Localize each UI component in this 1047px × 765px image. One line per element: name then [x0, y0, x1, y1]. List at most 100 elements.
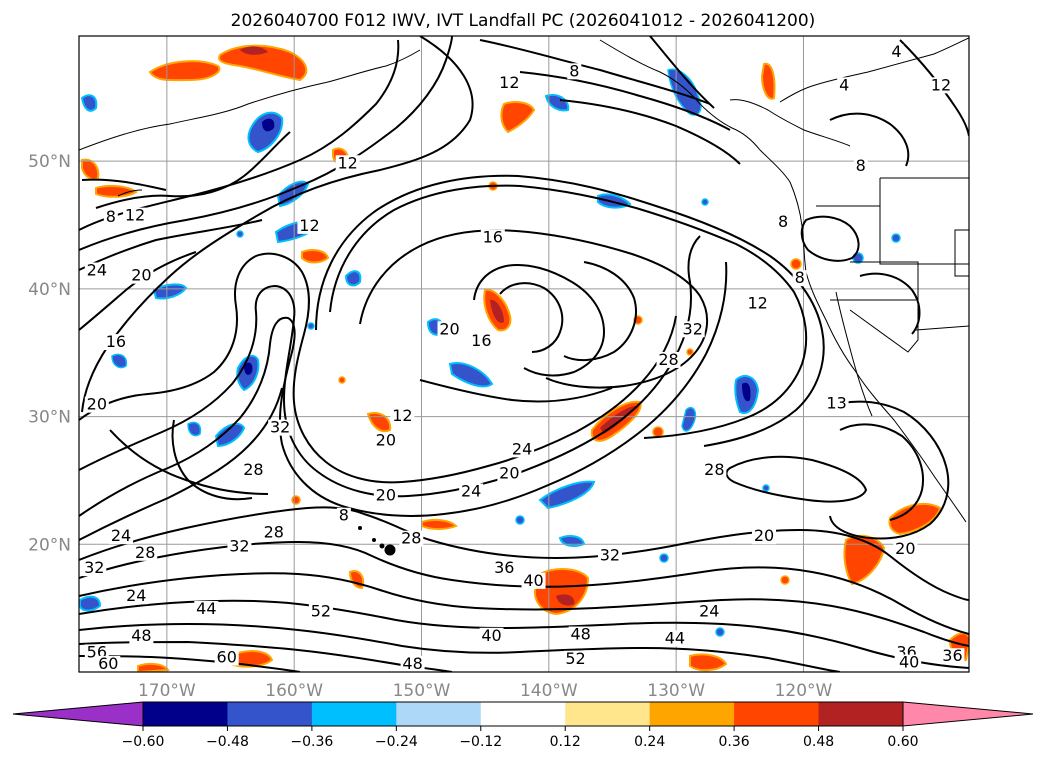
contour-label: 16 — [483, 227, 503, 246]
contour-label: 28 — [243, 460, 263, 479]
iwv-contour — [81, 178, 167, 191]
contour-label: 44 — [196, 599, 216, 618]
iwv-contour — [79, 251, 197, 331]
contour-label-bg — [390, 408, 415, 425]
contour-label: 32 — [600, 545, 620, 564]
pc-negative-patch — [80, 94, 98, 112]
contour-label: 8 — [778, 212, 788, 231]
pc-positive-patch — [291, 495, 301, 505]
contour-label: 12 — [499, 73, 519, 92]
iwv-contour — [419, 379, 613, 403]
contour-label: 28 — [401, 529, 421, 548]
contour-label-bg — [129, 627, 154, 644]
contour-label-bg — [194, 600, 219, 617]
chart-title: 2026040700 F012 IWV, IVT Landfall PC (20… — [231, 11, 816, 31]
contour-label: 16 — [471, 331, 491, 350]
colorbar-extend-min — [12, 701, 144, 727]
x-tick-label: 170°W — [138, 681, 196, 701]
contour-label: 32 — [270, 418, 290, 437]
contour-label-bg — [336, 507, 351, 524]
contour-label-bg — [752, 528, 777, 545]
contour-label: 20 — [499, 464, 519, 483]
pc-positive-patch — [556, 594, 575, 606]
iwv-contour — [315, 174, 825, 447]
contour-label-bg — [400, 655, 425, 672]
colorbar-outline — [142, 701, 904, 727]
pc-negative-patch — [544, 94, 570, 112]
x-tick-label: 130°W — [647, 681, 705, 701]
pc-positive-patch — [600, 406, 636, 434]
contour-label: 20 — [376, 430, 396, 449]
colorbar-bin — [311, 702, 397, 726]
contour-label-bg — [373, 432, 398, 449]
contour-label: 13 — [826, 393, 846, 412]
axis-ticks: 170°W 160°W 150°W 140°W 130°W 120°W 50°N 40°N 30… — [28, 152, 832, 701]
iwv-contour — [79, 235, 701, 498]
iwv-contour — [859, 272, 921, 335]
contour-label: 12 — [337, 153, 357, 172]
pc-negative-patch — [538, 480, 596, 510]
iwv-contour — [79, 39, 400, 231]
pc-negative-patch — [187, 421, 202, 437]
contour-label: 4 — [839, 75, 849, 94]
contour-label-bg — [133, 544, 158, 561]
contour-label: 60 — [98, 654, 118, 673]
contour-label: 12 — [931, 75, 951, 94]
contour-label-bg — [893, 540, 918, 557]
iwv-contour — [559, 99, 741, 165]
pc-positive-patch — [780, 575, 790, 585]
iwv-contour — [800, 215, 860, 262]
contour-label: 20 — [754, 526, 774, 545]
pc-negative-patch — [891, 233, 901, 243]
pc-positive-patch — [790, 258, 802, 270]
contour-label: 48 — [131, 626, 151, 645]
pc-positive-patch — [490, 299, 504, 323]
contour-label: 32 — [84, 558, 104, 577]
colorbar-tick-label: 0.12 — [550, 734, 581, 750]
contour-label-bg — [103, 334, 128, 351]
contour-label: 24 — [126, 586, 146, 605]
iwv-contour — [95, 131, 291, 209]
contour-label: 8 — [795, 268, 805, 287]
colorbar-bin — [396, 702, 482, 726]
contour-label-bg — [129, 267, 154, 284]
contour-label-bg — [479, 627, 504, 644]
contour-label-bg — [84, 396, 109, 413]
contour-label-bg — [568, 626, 593, 643]
pc-negative-patch — [659, 553, 669, 563]
contour-label: 16 — [106, 332, 126, 351]
colorbar-tick-label: −0.24 — [375, 734, 418, 750]
contour-label: 12 — [392, 406, 412, 425]
contour-label: 8 — [856, 156, 866, 175]
contour-label: 20 — [439, 319, 459, 338]
contour-label: 20 — [895, 539, 915, 558]
contour-label: 40 — [523, 571, 543, 590]
y-tick-label: 30°N — [28, 408, 71, 428]
colorbar-bin — [734, 702, 820, 726]
pc-negative-patch — [701, 198, 709, 206]
colorbar-extend-max — [902, 701, 1034, 727]
pc-negative-patch — [214, 422, 246, 448]
pc-shading — [79, 44, 969, 672]
colorbar-tick-label: −0.12 — [459, 734, 502, 750]
contour-label: 20 — [131, 266, 151, 285]
pc-negative-patch — [344, 270, 362, 287]
colorbar-tick-label: 0.48 — [803, 734, 834, 750]
pc-negative-patch — [515, 515, 525, 525]
iwv-contour — [839, 423, 924, 521]
contour-label: 24 — [512, 439, 532, 458]
iwv-contour — [899, 39, 969, 137]
contour-label-bg — [697, 603, 722, 620]
pc-positive-patch — [95, 184, 138, 198]
contour-label: 44 — [665, 628, 685, 647]
contour-label-bg — [109, 528, 134, 545]
gridlines — [79, 36, 969, 672]
iwv-contour — [79, 655, 301, 672]
contour-label-bg — [82, 560, 107, 577]
contour-label: 4 — [891, 42, 901, 61]
pc-negative-patch — [111, 353, 128, 369]
coastlines — [79, 37, 969, 556]
contour-label-bg — [399, 530, 424, 547]
pc-positive-patch — [366, 412, 392, 433]
contour-label-bg — [940, 648, 965, 665]
